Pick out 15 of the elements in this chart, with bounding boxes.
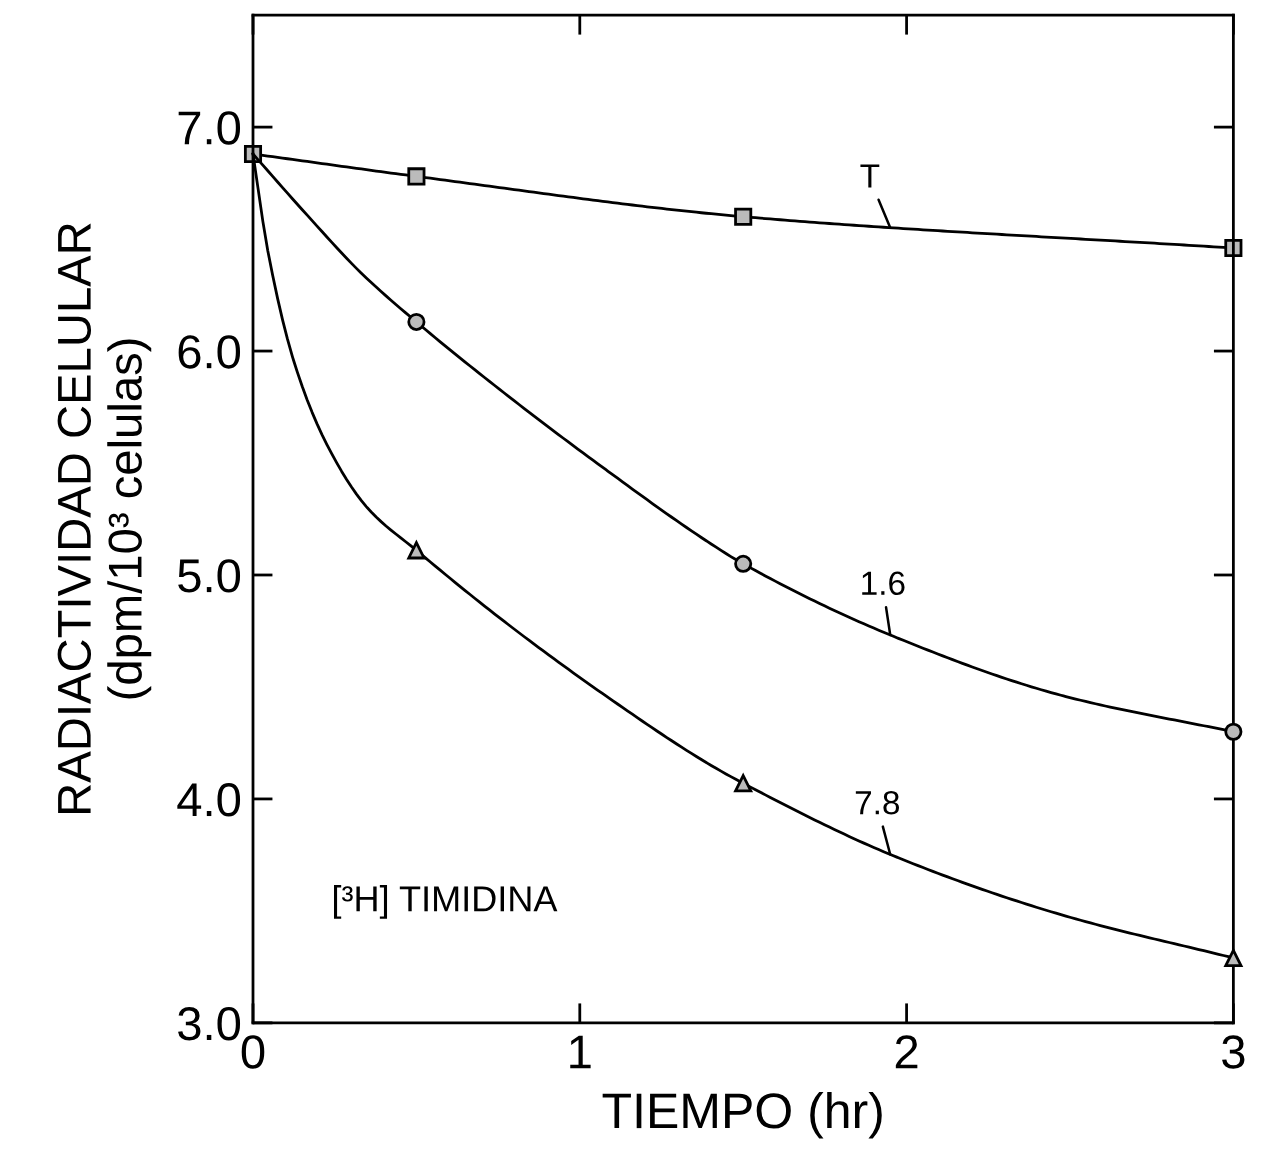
y-tick-label: 7.0 xyxy=(178,111,241,145)
y-tick-label: 5.0 xyxy=(178,559,241,593)
y-axis-title: RADIACTIVIDAD CELULAR (dpm/10³ celulas) xyxy=(57,223,152,813)
series-label: 7.8 xyxy=(855,790,900,815)
y-tick-label: 3.0 xyxy=(178,1007,241,1041)
x-tick-label: 3 xyxy=(1222,1035,1245,1069)
series-label: T xyxy=(860,164,880,188)
x-axis-title: TIEMPO (hr) xyxy=(602,1091,882,1139)
annotation: [³H] TIMIDINA xyxy=(334,885,558,919)
y-tick-label: 4.0 xyxy=(177,783,241,817)
y-tick-label: 6.0 xyxy=(178,335,241,369)
x-tick-label: 2 xyxy=(895,1035,918,1069)
x-tick-label: 1 xyxy=(570,1035,591,1069)
series-label: 1.6 xyxy=(862,571,905,596)
x-tick-label: 0 xyxy=(241,1035,265,1069)
